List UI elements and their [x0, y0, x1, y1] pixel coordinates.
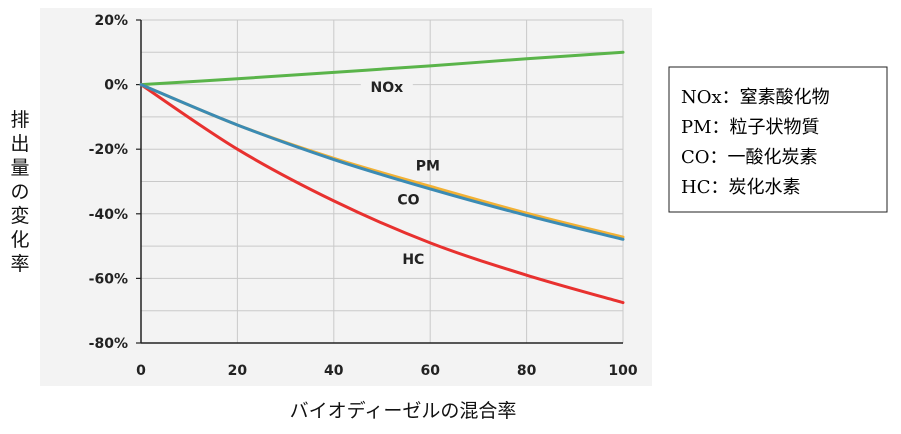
series-labels: NOx PM CO HC	[360, 75, 440, 268]
y-tick-label: -60%	[89, 271, 128, 287]
x-tick-label: 40	[324, 363, 344, 379]
series-label-bg	[360, 75, 413, 96]
x-tick-label: 80	[517, 363, 537, 379]
axes	[136, 19, 623, 344]
series-lines	[139, 50, 625, 305]
x-tick-label: 60	[420, 363, 440, 379]
y-tick-label: 20%	[94, 13, 128, 29]
y-axis-label: 排出量の変化率	[10, 109, 29, 275]
y-tick-label: 0%	[104, 78, 128, 94]
x-tick-labels: 0 20 40 60 80 100	[136, 363, 638, 379]
x-tick-label: 20	[228, 363, 248, 379]
series-line-nox	[139, 50, 625, 87]
legend: NOx：窒素酸化物 PM：粒子状物質 CO：一酸化炭素 HC：炭化水素	[668, 66, 888, 213]
series-label-co: CO	[397, 192, 419, 208]
legend-entry-pm: PM：粒子状物質	[681, 117, 820, 138]
x-tick-label: 100	[608, 363, 637, 379]
plot-background	[40, 8, 652, 386]
series-label-hc: HC	[402, 252, 424, 268]
legend-entry-nox: NOx：窒素酸化物	[681, 87, 830, 108]
legend-entry-co: CO：一酸化炭素	[681, 147, 818, 168]
y-tick-labels: 20% 0% -20% -40% -60% -80%	[89, 13, 128, 352]
y-tick-label: -80%	[89, 336, 128, 352]
legend-box	[668, 66, 888, 213]
y-tick-label: -40%	[89, 207, 128, 223]
x-axis-label: バイオディーゼルの混合率	[290, 400, 517, 422]
series-line-hc	[139, 83, 625, 305]
series-label-nox: NOx	[370, 80, 403, 96]
legend-entry-hc: HC：炭化水素	[681, 177, 800, 198]
grid-lines	[141, 19, 624, 344]
series-line-co	[139, 83, 625, 241]
series-label-pm: PM	[416, 158, 440, 174]
y-tick-label: -20%	[89, 142, 128, 158]
x-tick-label: 0	[136, 363, 146, 379]
